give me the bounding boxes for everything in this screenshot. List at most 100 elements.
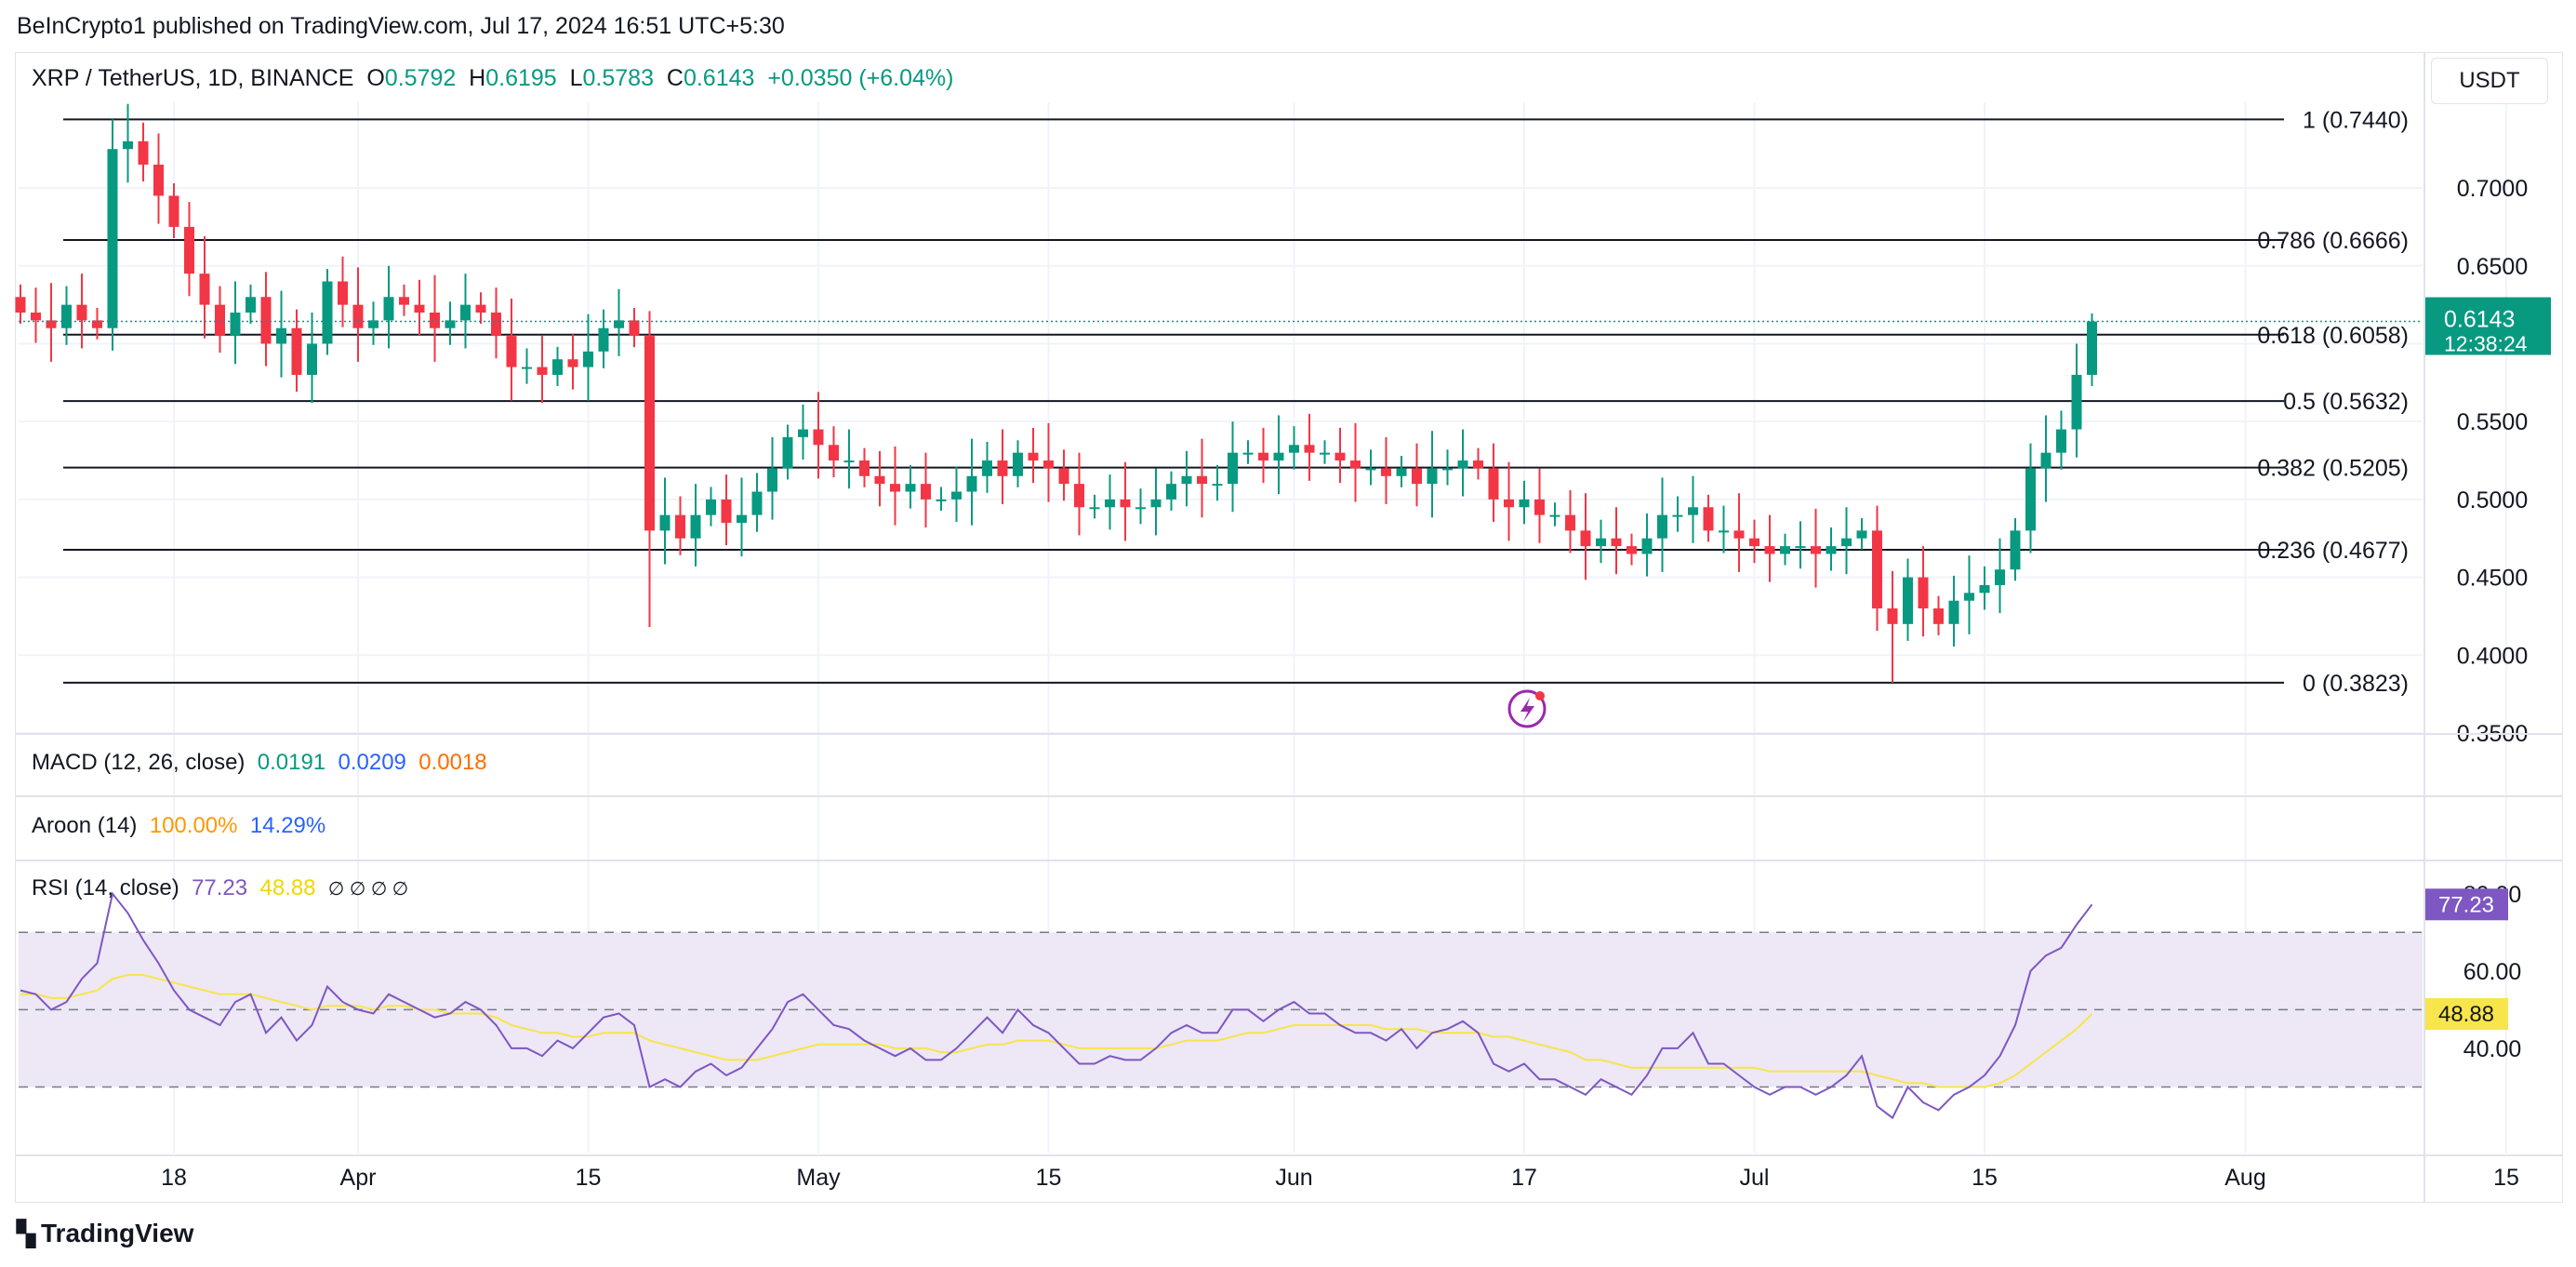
- candle-body: [246, 297, 256, 313]
- candle-body: [61, 304, 72, 328]
- time-tick-label: Apr: [340, 1165, 377, 1191]
- candle-body: [1780, 546, 1790, 554]
- candle-body: [1627, 546, 1637, 554]
- high-label: H: [469, 65, 486, 91]
- open-label: O: [366, 65, 385, 91]
- candle-body: [1350, 460, 1361, 469]
- fib-level-label: 0 (0.3823): [2303, 671, 2409, 697]
- time-tick-label: Aug: [2224, 1165, 2265, 1191]
- candle-body: [2056, 429, 2066, 453]
- candle-body: [475, 304, 486, 313]
- candle-body: [843, 460, 855, 463]
- candle-body: [1258, 452, 1268, 461]
- candle-body: [721, 499, 732, 523]
- time-tick-label: 15: [576, 1165, 602, 1191]
- candle-body: [552, 359, 563, 375]
- macd-legend[interactable]: MACD (12, 26, close) 0.0191 0.0209 0.001…: [32, 750, 487, 776]
- macd-title: MACD (12, 26, close): [32, 750, 246, 775]
- candle-body: [874, 475, 885, 485]
- rsi-badge-value: 77.23: [2438, 892, 2494, 917]
- candle-body: [951, 491, 962, 500]
- candle-body: [829, 445, 839, 461]
- change-value: +0.0350 (+6.04%): [767, 65, 954, 91]
- candle-body: [1841, 538, 1852, 547]
- candle-body: [1320, 452, 1330, 455]
- candles: [15, 103, 2097, 683]
- candle-body: [1918, 577, 1929, 609]
- fib-level-label: 0.382 (0.5205): [2257, 456, 2409, 482]
- rsi-tick-label: 60.00: [2463, 959, 2522, 985]
- candle-body: [399, 297, 409, 305]
- time-tick-label: 15: [2493, 1165, 2519, 1191]
- candle-body: [1719, 530, 1729, 533]
- candle-body: [1412, 468, 1422, 485]
- candle-body: [1611, 538, 1622, 547]
- candle-body: [583, 351, 593, 367]
- close-label: C: [666, 65, 684, 91]
- last-price-badge-countdown: 12:38:24: [2444, 332, 2528, 356]
- candle-body: [1120, 499, 1131, 508]
- candle-body: [1887, 608, 1898, 624]
- candle-body: [414, 304, 425, 313]
- candle-body: [966, 475, 977, 492]
- candle-body: [1964, 593, 1974, 601]
- candle-body: [1596, 538, 1606, 547]
- candle-body: [307, 343, 317, 375]
- symbol-legend: XRP / TetherUS, 1D, BINANCE O0.5792 H0.6…: [32, 65, 953, 92]
- rsi-ma-value: 48.88: [259, 875, 316, 900]
- candle-body: [15, 297, 26, 313]
- candle-body: [1304, 445, 1315, 453]
- candle-body: [1197, 475, 1207, 485]
- candle-body: [1933, 608, 1944, 624]
- candle-body: [1688, 507, 1698, 515]
- candle-body: [2071, 374, 2082, 430]
- currency-button[interactable]: USDT: [2431, 58, 2548, 104]
- rsi-badge: [2424, 888, 2508, 921]
- last-price-badge-value: 0.6143: [2444, 307, 2515, 333]
- candle-body: [291, 327, 302, 375]
- candle-body: [1979, 584, 1990, 593]
- tradingview-logo-icon: ▚: [17, 1220, 35, 1247]
- macd-value-signal: 0.0018: [418, 750, 487, 775]
- low-label: L: [569, 65, 583, 91]
- time-tick-label: Jul: [1740, 1165, 1770, 1191]
- rsi-legend[interactable]: RSI (14, close) 77.23 48.88 ∅ ∅ ∅ ∅: [32, 875, 408, 901]
- time-axis: 18Apr15May15Jun17Jul15Aug15Sep16Oct: [15, 1154, 2563, 1191]
- time-tick-label: 17: [1511, 1165, 1537, 1191]
- fib-level-label: 1 (0.7440): [2303, 107, 2409, 133]
- candle-body: [1427, 468, 1438, 485]
- fibonacci-levels: 1 (0.7440) 0.786 (0.6666) 0.618 (0.6058) 0.…: [63, 107, 2409, 697]
- candle-body: [1565, 514, 1575, 531]
- rsi-value: 77.23: [192, 875, 248, 900]
- candle-body: [567, 359, 578, 367]
- candle-body: [153, 164, 164, 196]
- candle-body: [46, 320, 57, 328]
- candle-body: [168, 195, 179, 227]
- candle-body: [1043, 460, 1054, 469]
- fib-level-label: 0.5 (0.5632): [2283, 389, 2409, 415]
- candle-body: [675, 514, 685, 539]
- candle-body: [138, 140, 149, 165]
- candle-body: [782, 436, 793, 469]
- candle-body: [1504, 499, 1514, 508]
- time-tick-label: 15: [1036, 1165, 1062, 1191]
- candle-body: [1457, 460, 1468, 469]
- candle-body: [737, 514, 747, 523]
- candle-body: [644, 336, 655, 531]
- price-tick-label: 0.5000: [2457, 487, 2528, 513]
- candle-body: [629, 320, 640, 337]
- candle-body: [1580, 530, 1591, 547]
- candle-body: [890, 484, 900, 492]
- rsi-empty-values: ∅ ∅ ∅ ∅: [327, 879, 409, 900]
- price-tick-label: 0.4500: [2457, 566, 2528, 592]
- candle-body: [1135, 507, 1146, 510]
- time-tick-label: May: [796, 1165, 841, 1191]
- symbol-name[interactable]: XRP / TetherUS, 1D, BINANCE: [32, 65, 354, 91]
- candle-body: [1948, 600, 1959, 624]
- candle-body: [491, 313, 501, 337]
- candle-body: [921, 484, 931, 500]
- tradingview-brand[interactable]: ▚ TradingView: [17, 1219, 193, 1248]
- aroon-legend[interactable]: Aroon (14) 100.00% 14.29%: [32, 813, 325, 839]
- candle-body: [322, 281, 333, 344]
